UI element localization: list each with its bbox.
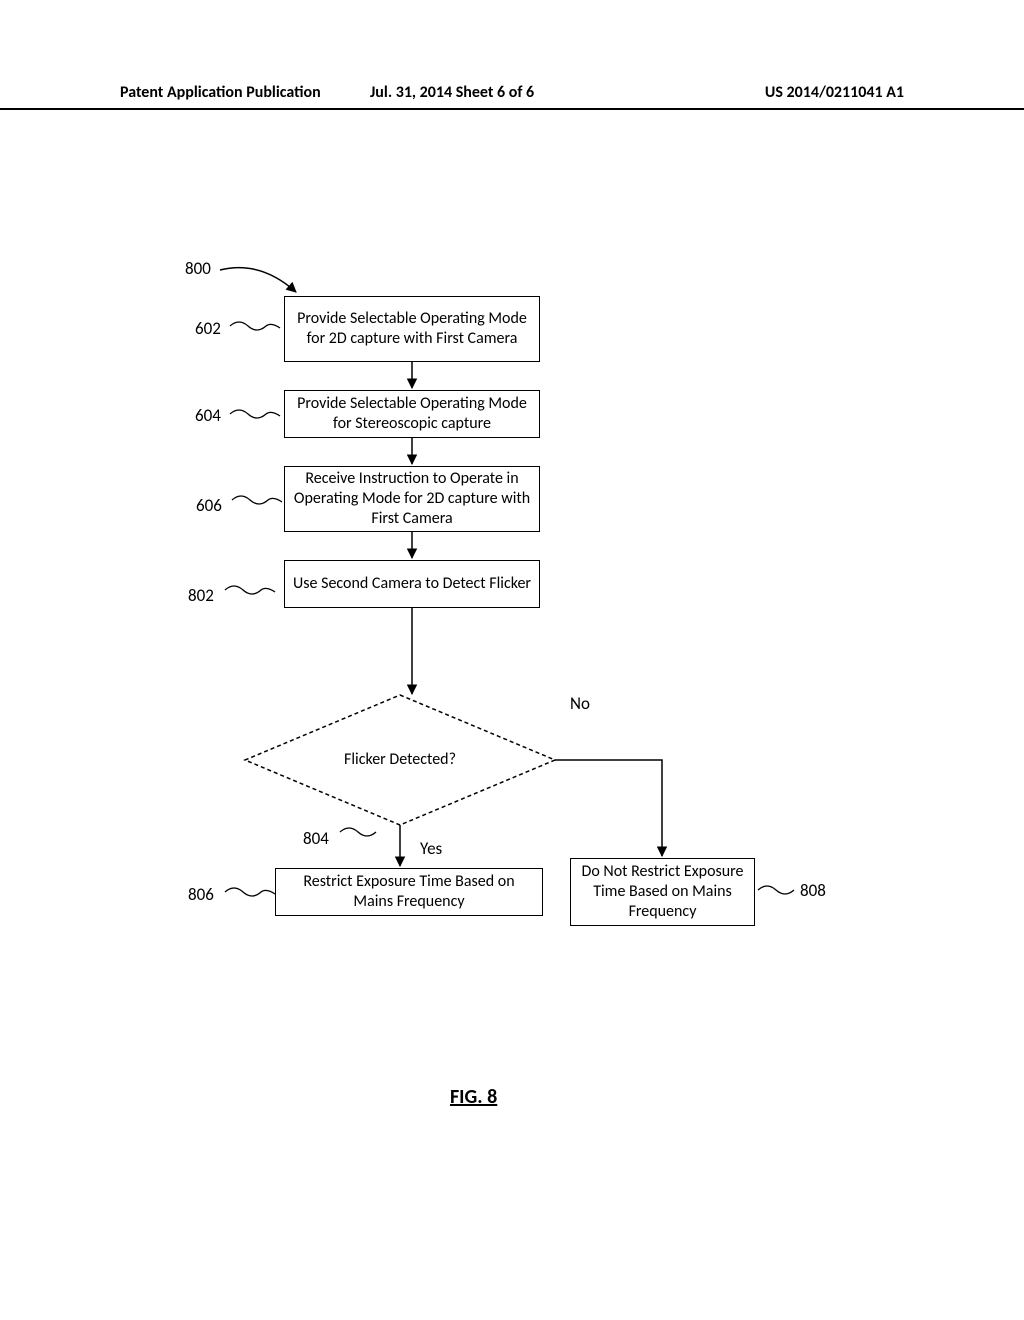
ref-800: 800 [185, 258, 211, 279]
ref-606: 606 [196, 495, 222, 516]
box-detect-flicker: Use Second Camera to Detect Flicker [284, 560, 540, 608]
figure-title: FIG. 8 [450, 1085, 497, 1109]
header-mid: Jul. 31, 2014 Sheet 6 of 6 [370, 83, 534, 102]
edge-label-yes: Yes [420, 838, 442, 859]
box-text: Provide Selectable Operating Mode for 2D… [293, 309, 531, 349]
box-text: Restrict Exposure Time Based on Mains Fr… [284, 872, 534, 912]
page-header: Patent Application Publication Jul. 31, … [0, 83, 1024, 110]
box-text: Do Not Restrict Exposure Time Based on M… [579, 862, 746, 922]
ref-804: 804 [303, 828, 329, 849]
ref-602: 602 [195, 318, 221, 339]
box-do-not-restrict: Do Not Restrict Exposure Time Based on M… [570, 858, 755, 926]
box-restrict-exposure: Restrict Exposure Time Based on Mains Fr… [275, 868, 543, 916]
box-text: Use Second Camera to Detect Flicker [293, 574, 531, 594]
flowchart-svg [0, 0, 1024, 1320]
edge-label-no: No [570, 693, 590, 714]
header-right: US 2014/0211041 A1 [765, 83, 904, 102]
ref-808: 808 [800, 880, 826, 901]
ref-604: 604 [195, 405, 221, 426]
box-text: Provide Selectable Operating Mode for St… [293, 394, 531, 434]
ref-802: 802 [188, 585, 214, 606]
box-provide-2d-mode: Provide Selectable Operating Mode for 2D… [284, 296, 540, 362]
ref-806: 806 [188, 884, 214, 905]
box-text: Receive Instruction to Operate in Operat… [293, 469, 531, 529]
box-receive-instruction: Receive Instruction to Operate in Operat… [284, 466, 540, 532]
header-left: Patent Application Publication [120, 83, 321, 102]
box-provide-stereo-mode: Provide Selectable Operating Mode for St… [284, 390, 540, 438]
decision-text: Flicker Detected? [300, 750, 500, 769]
page: Patent Application Publication Jul. 31, … [0, 0, 1024, 1320]
